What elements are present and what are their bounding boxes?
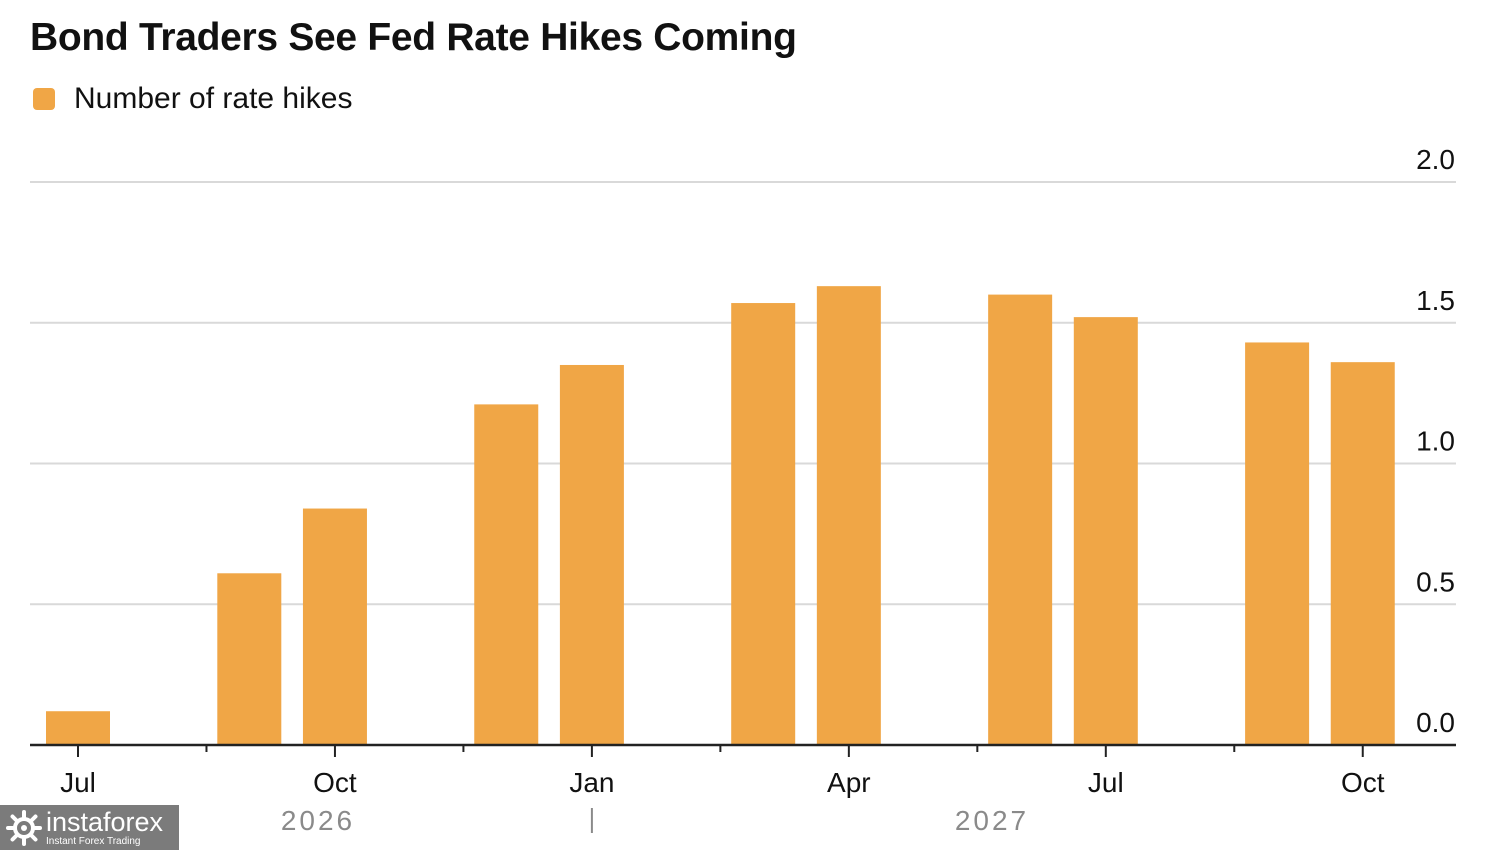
x-tick-label: Apr	[827, 767, 871, 798]
x-tick-label: Jan	[569, 767, 614, 798]
year-label: 2026	[281, 805, 355, 836]
watermark-tagline: Instant Forex Trading	[46, 835, 141, 847]
x-axis: Jul Oct Jan Apr Jul Oct 2026 2027	[30, 743, 1456, 836]
bar	[302, 508, 367, 745]
y-tick-label: 0.0	[1416, 707, 1455, 738]
x-tick-label: Oct	[313, 767, 357, 798]
bar	[217, 573, 282, 745]
bar	[816, 286, 881, 745]
bar	[559, 364, 624, 745]
bars	[46, 286, 1395, 745]
y-tick-label: 0.5	[1416, 566, 1455, 597]
x-tick-label: Jul	[1088, 767, 1124, 798]
chart-title: Bond Traders See Fed Rate Hikes Coming	[30, 16, 797, 59]
instaforex-watermark: instaforex Instant Forex Trading	[0, 805, 179, 850]
bar	[474, 404, 539, 745]
instaforex-logo-icon	[6, 809, 42, 846]
watermark-brand: instaforex	[46, 806, 164, 837]
x-tick-label: Oct	[1341, 767, 1385, 798]
legend-label: Number of rate hikes	[74, 82, 353, 115]
bar	[1245, 342, 1310, 745]
y-tick-label: 1.0	[1416, 426, 1455, 457]
x-tick-label: Jul	[60, 767, 96, 798]
y-tick-label: 2.0	[1416, 144, 1455, 175]
y-tick-label: 1.5	[1416, 285, 1455, 316]
y-axis: 0.0 0.5 1.0 1.5 2.0	[1416, 144, 1455, 738]
bar	[1073, 317, 1138, 745]
bar	[731, 303, 796, 745]
bar	[1330, 362, 1395, 745]
chart-legend: Number of rate hikes	[33, 82, 352, 116]
bar	[988, 294, 1053, 745]
year-label: 2027	[955, 805, 1029, 836]
bar	[46, 711, 110, 745]
legend-swatch	[33, 88, 55, 110]
